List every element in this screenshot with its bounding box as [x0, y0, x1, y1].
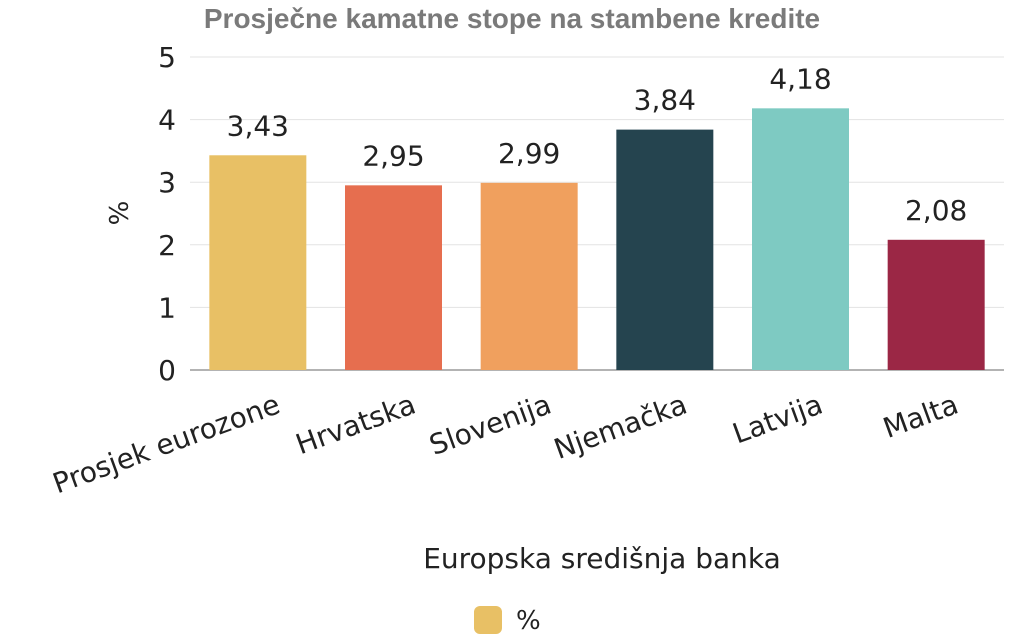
- x-tick-label: Malta: [879, 388, 963, 445]
- bar: [345, 185, 442, 370]
- x-tick-label: Hrvatska: [291, 388, 420, 462]
- data-label: 3,43: [227, 109, 289, 142]
- gridlines: [190, 56, 1004, 371]
- data-label: 4,18: [769, 62, 831, 95]
- data-label: 2,99: [498, 137, 560, 170]
- data-label: 2,08: [905, 194, 967, 227]
- data-label: 2,95: [362, 139, 424, 172]
- chart-title: Prosječne kamatne stope na stambene kred…: [204, 3, 820, 34]
- x-axis: Prosjek eurozone Hrvatska SlovenijaNjemačk…: [48, 388, 962, 501]
- legend: %: [474, 606, 541, 636]
- x-tick-label: Latvija: [728, 388, 827, 451]
- value-labels: 3,43 2,95 2,99 3,84 4,18 2,08: [227, 62, 968, 226]
- bar: [752, 108, 849, 370]
- y-tick-label: 5: [158, 41, 176, 74]
- y-axis: 0 1 2 3 4 5: [158, 41, 176, 387]
- bar: [887, 239, 985, 370]
- y-tick-label: 2: [158, 229, 176, 262]
- y-tick-label: 0: [158, 354, 176, 387]
- y-tick-label: 3: [158, 166, 176, 199]
- x-tick-label: Prosjek eurozone: [48, 388, 284, 501]
- legend-swatch: [474, 606, 502, 634]
- bars: [209, 108, 985, 370]
- legend-label: %: [516, 606, 541, 636]
- x-tick-label: Njemačka: [550, 388, 692, 466]
- data-label: 3,84: [634, 84, 696, 117]
- bar: [209, 155, 307, 370]
- y-tick-label: 4: [158, 104, 176, 137]
- bar: [480, 182, 578, 370]
- x-tick-label: Slovenija: [425, 388, 556, 462]
- y-tick-label: 1: [158, 291, 176, 324]
- y-axis-label: %: [105, 201, 135, 226]
- bar: [616, 129, 714, 370]
- source-note: Europska središnja banka: [423, 542, 781, 575]
